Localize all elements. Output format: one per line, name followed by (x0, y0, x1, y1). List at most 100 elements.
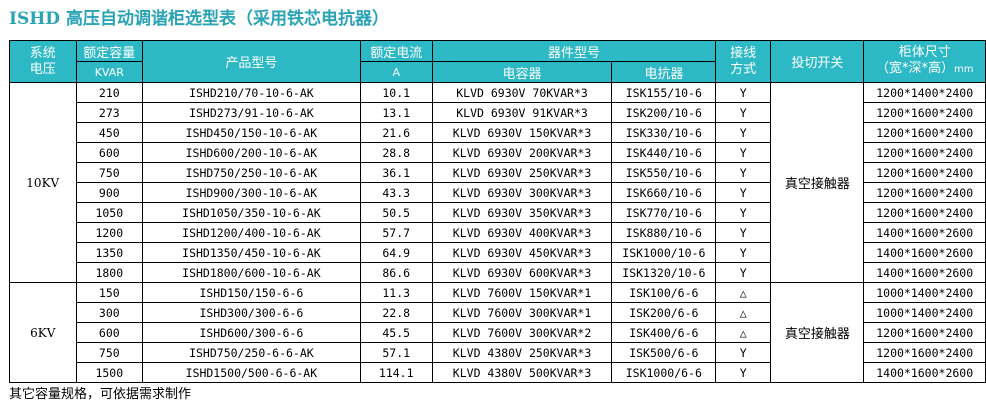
header-switching: 投切开关 (770, 40, 865, 83)
page-title: ISHD 高压自动调谐柜选型表（采用铁芯电抗器） (9, 9, 389, 29)
header-rated-current: 额定电流 (359, 40, 433, 62)
rated-current-cell: 36.1 (359, 162, 433, 183)
header-cabinet-size: 柜体尺寸 （宽*深*高）mm (863, 40, 986, 83)
cabinet-size-cell: 1400*1600*2600 (863, 262, 986, 283)
wiring-cell: Y (715, 182, 772, 203)
table-row: 6KV 150 ISHD150/150-6-6 11.3 KLVD 7600V 150K… (9, 282, 986, 383)
header-current-unit: A (359, 61, 433, 83)
cabinet-size-cell: 1200*1600*2400 (863, 122, 986, 143)
selection-table: 系统 电压 额定容量 产品型号 额定电流 器件型号 接线 方式 投切开关 柜体尺… (9, 40, 986, 383)
product-model-cell: ISHD900/300-10-6-AK (142, 182, 361, 203)
rated-capacity-cell: 1350 (75, 242, 144, 263)
cabinet-size-cell: 1400*1600*2600 (863, 242, 986, 263)
wiring-cell: △ (715, 322, 772, 343)
reactor-cell: ISK200/10-6 (611, 102, 717, 123)
product-model-cell: ISHD1350/450-10-6-AK (142, 242, 361, 263)
cabinet-size-cell: 1200*1600*2400 (863, 162, 986, 183)
wiring-cell: Y (715, 82, 772, 103)
rated-capacity-cell: 300 (75, 302, 144, 323)
reactor-cell: ISK660/10-6 (611, 182, 717, 203)
system-voltage-cell: 10KV (9, 82, 77, 283)
rated-capacity-cell: 600 (75, 322, 144, 343)
capacitor-cell: KLVD 7600V 300KVAR*2 (431, 322, 613, 343)
cabinet-size-cell: 1200*1600*2400 (863, 322, 986, 343)
cabinet-size-cell: 1400*1600*2600 (863, 362, 986, 383)
rated-current-cell: 11.3 (359, 282, 433, 303)
reactor-cell: ISK200/6-6 (611, 302, 717, 323)
cabinet-size-cell: 1400*1600*2600 (863, 222, 986, 243)
product-model-cell: ISHD750/250-6-6-AK (142, 342, 361, 363)
product-model-cell: ISHD1800/600-10-6-AK (142, 262, 361, 283)
product-model-cell: ISHD600/300-6-6 (142, 322, 361, 343)
cabinet-size-cell: 1200*1600*2400 (863, 342, 986, 363)
header-reactor: 电抗器 (611, 61, 717, 83)
rated-capacity-cell: 1800 (75, 262, 144, 283)
cabinet-size-cell: 1000*1400*2400 (863, 282, 986, 303)
reactor-cell: ISK155/10-6 (611, 82, 717, 103)
table-row: 750 ISHD750/250-10-6-AK 36.1 KLVD 6930V 250… (10, 162, 986, 183)
capacitor-cell: KLVD 6930V 250KVAR*3 (431, 162, 613, 183)
reactor-cell: ISK400/6-6 (611, 322, 717, 343)
footnote: 其它容量规格，可依据需求制作 (9, 387, 192, 402)
table-row: 1800 ISHD1800/600-10-6-AK 86.6 KLVD 6930V 6… (10, 262, 986, 283)
header-wiring: 接线 方式 (715, 40, 772, 83)
reactor-cell: ISK1000/10-6 (611, 242, 717, 263)
capacitor-cell: KLVD 6930V 150KVAR*3 (431, 122, 613, 143)
rated-current-cell: 64.9 (359, 242, 433, 263)
cabinet-size-cell: 1200*1400*2400 (863, 82, 986, 103)
reactor-cell: ISK500/6-6 (611, 342, 717, 363)
rated-capacity-cell: 450 (75, 122, 144, 143)
header-rated-capacity: 额定容量 (75, 40, 144, 62)
rated-current-cell: 50.5 (359, 202, 433, 223)
table-row: 1500 ISHD1500/500-6-6-AK 114.1 KLVD 4380V 5… (10, 362, 986, 383)
wiring-cell: Y (715, 242, 772, 263)
reactor-cell: ISK880/10-6 (611, 222, 717, 243)
table-row: 900 ISHD900/300-10-6-AK 43.3 KLVD 6930V 300… (10, 182, 986, 203)
rated-capacity-cell: 750 (75, 162, 144, 183)
rated-capacity-cell: 273 (75, 102, 144, 123)
rated-current-cell: 45.5 (359, 322, 433, 343)
rated-capacity-cell: 1200 (75, 222, 144, 243)
rated-current-cell: 28.8 (359, 142, 433, 163)
capacitor-cell: KLVD 6930V 350KVAR*3 (431, 202, 613, 223)
header-product-model: 产品型号 (142, 40, 361, 83)
rated-current-cell: 86.6 (359, 262, 433, 283)
wiring-cell: Y (715, 362, 772, 383)
wiring-cell: Y (715, 162, 772, 183)
capacitor-cell: KLVD 6930V 450KVAR*3 (431, 242, 613, 263)
product-model-cell: ISHD1050/350-10-6-AK (142, 202, 361, 223)
reactor-cell: ISK440/10-6 (611, 142, 717, 163)
capacitor-cell: KLVD 6930V 400KVAR*3 (431, 222, 613, 243)
wiring-cell: Y (715, 122, 772, 143)
rated-current-cell: 57.7 (359, 222, 433, 243)
rated-capacity-cell: 1500 (75, 362, 144, 383)
wiring-cell: Y (715, 202, 772, 223)
switch-cell: 真空接触器 (770, 282, 865, 383)
header-capacity-unit: KVAR (75, 61, 144, 83)
reactor-cell: ISK770/10-6 (611, 202, 717, 223)
capacitor-cell: KLVD 6930V 70KVAR*3 (431, 82, 613, 103)
rated-current-cell: 10.1 (359, 82, 433, 103)
header-component-model: 器件型号 (431, 40, 717, 62)
wiring-cell: Y (715, 262, 772, 283)
product-model-cell: ISHD450/150-10-6-AK (142, 122, 361, 143)
table-row: 1200 ISHD1200/400-10-6-AK 57.7 KLVD 6930V 4… (10, 222, 986, 243)
product-model-cell: ISHD600/200-10-6-AK (142, 142, 361, 163)
cabinet-size-cell: 1200*1600*2400 (863, 142, 986, 163)
table-row: 600 ISHD600/200-10-6-AK 28.8 KLVD 6930V 200… (10, 142, 986, 163)
rated-capacity-cell: 600 (75, 142, 144, 163)
rated-current-cell: 21.6 (359, 122, 433, 143)
rated-current-cell: 43.3 (359, 182, 433, 203)
capacitor-cell: KLVD 6930V 300KVAR*3 (431, 182, 613, 203)
reactor-cell: ISK1320/10-6 (611, 262, 717, 283)
capacitor-cell: KLVD 7600V 150KVAR*1 (431, 282, 613, 303)
wiring-cell: Y (715, 222, 772, 243)
rated-capacity-cell: 900 (75, 182, 144, 203)
rated-capacity-cell: 750 (75, 342, 144, 363)
cabinet-size-cell: 1200*1600*2400 (863, 182, 986, 203)
reactor-cell: ISK1000/6-6 (611, 362, 717, 383)
reactor-cell: ISK100/6-6 (611, 282, 717, 303)
product-model-cell: ISHD210/70-10-6-AK (142, 82, 361, 103)
wiring-cell: △ (715, 282, 772, 303)
header-row-1: 系统 电压 额定容量 产品型号 额定电流 器件型号 接线 方式 投切开关 柜体尺… (9, 40, 986, 83)
